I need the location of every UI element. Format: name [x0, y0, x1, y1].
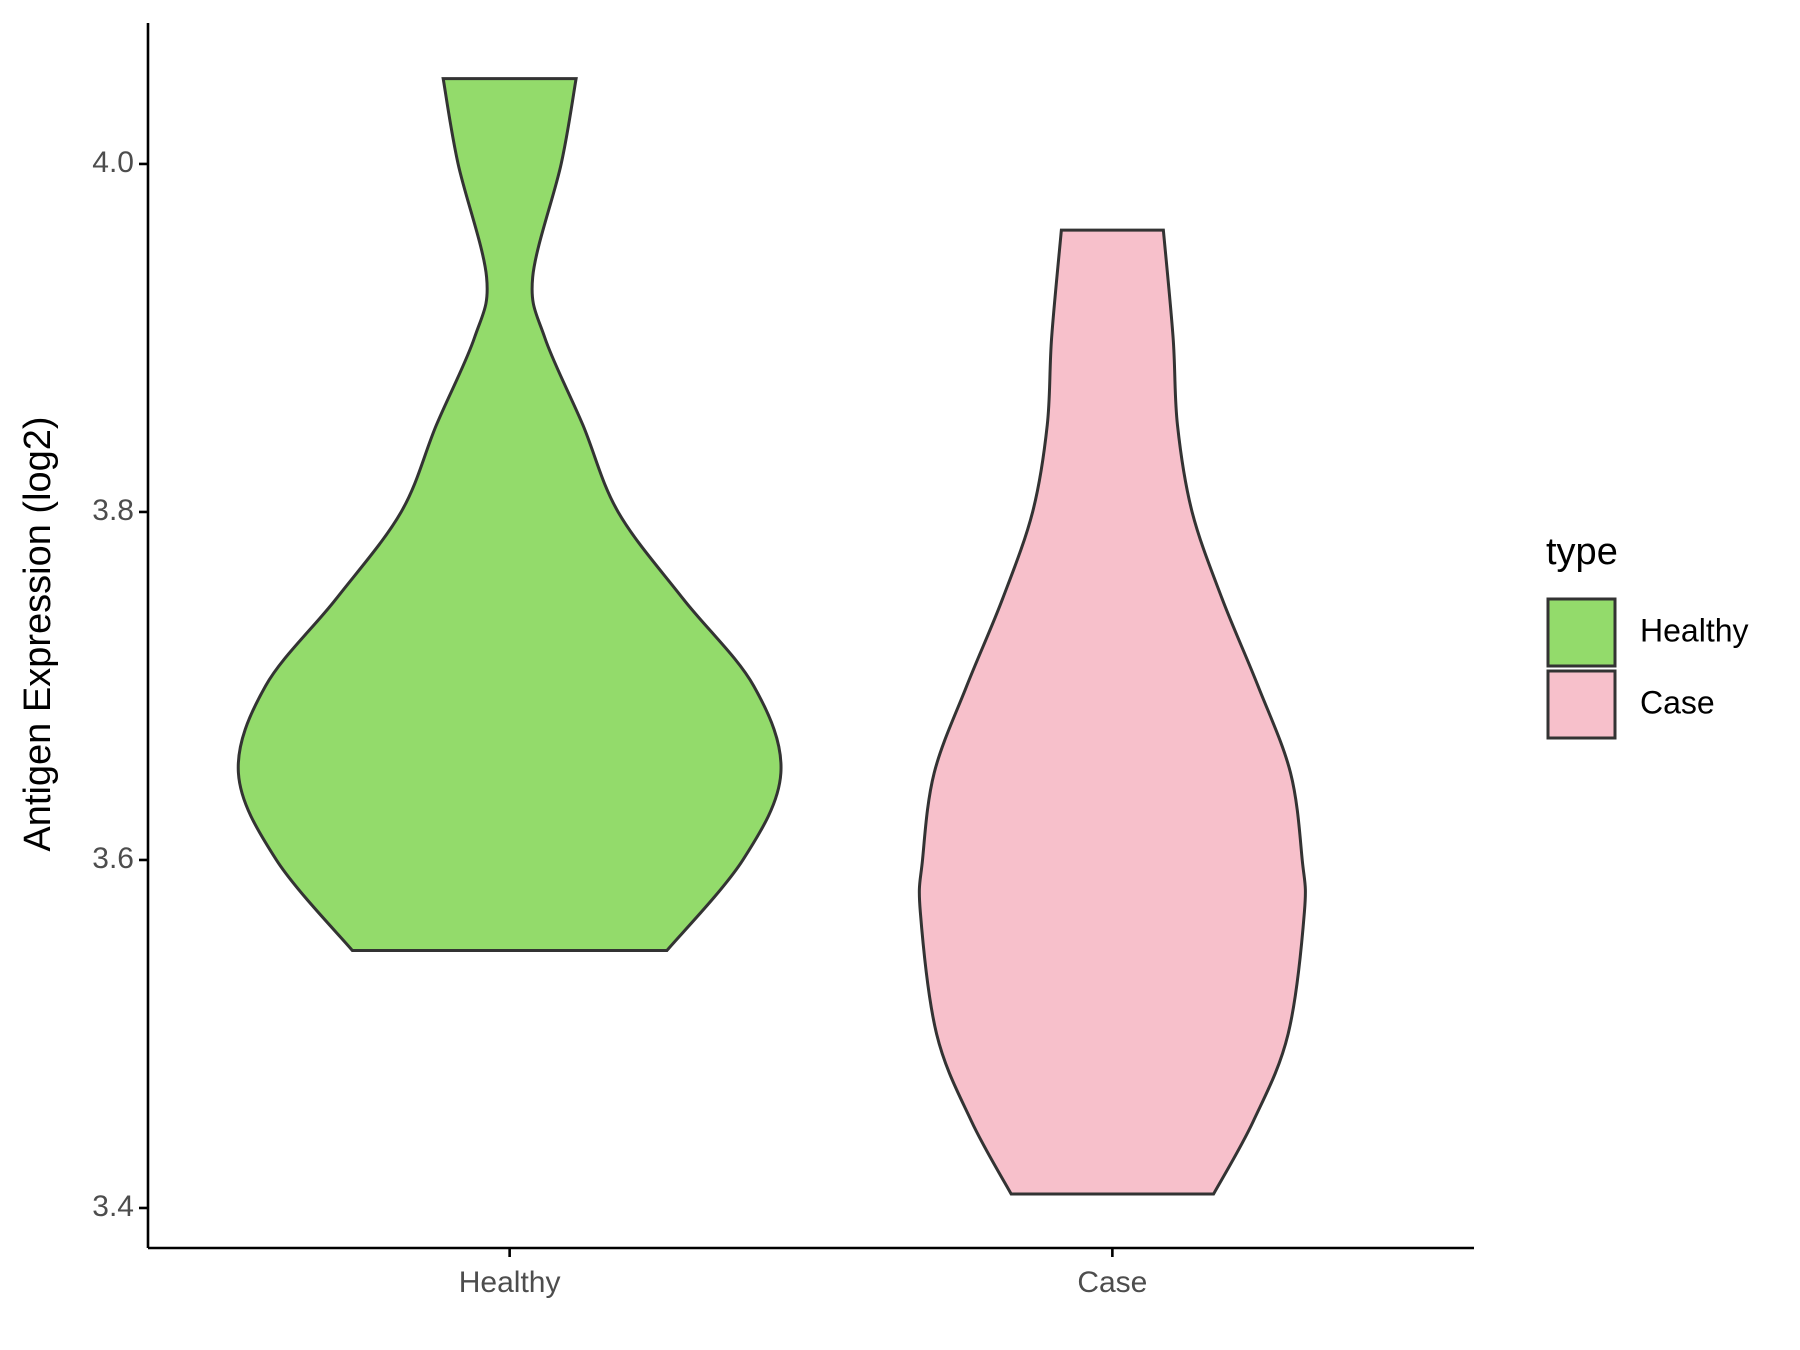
legend-key — [1546, 669, 1617, 740]
legend-title: type — [1546, 531, 1618, 573]
y-tick-label: 3.4 — [92, 1190, 134, 1223]
x-tick-label: Healthy — [459, 1266, 561, 1299]
violin — [236, 77, 783, 952]
legend-label: Case — [1640, 684, 1715, 720]
y-tick-label: 3.8 — [92, 494, 134, 527]
legend-key — [1546, 597, 1617, 668]
y-tick-label: 3.6 — [92, 842, 134, 875]
y-tick-label: 4.0 — [92, 146, 134, 179]
x-tick-label: Case — [1077, 1266, 1147, 1299]
y-axis-title: Antigen Expression (log2) — [17, 416, 59, 851]
violin — [917, 228, 1307, 1196]
legend-label: Healthy — [1640, 612, 1749, 648]
